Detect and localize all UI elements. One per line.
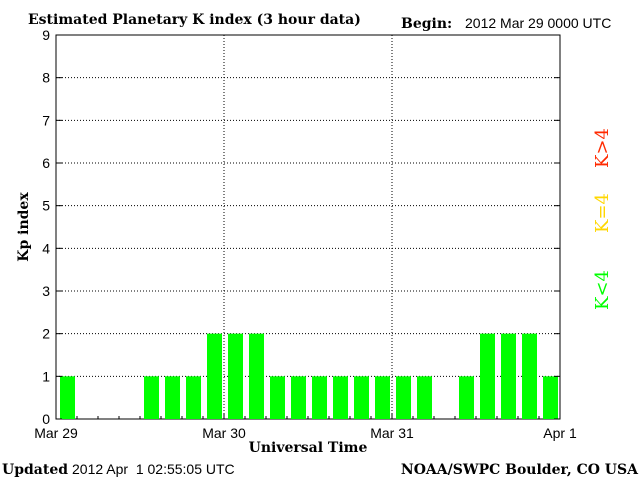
bar-mar-29-21 [207, 333, 222, 419]
bar-mar-29-12 [144, 376, 159, 419]
bar-mar-30-18 [354, 376, 369, 419]
begin-label: Begin: [401, 16, 452, 32]
bar-mar-29-18 [186, 376, 201, 419]
bar-mar-30-00 [228, 333, 243, 419]
y-tick-label: 3 [42, 283, 50, 299]
x-axis-ticks: Mar 29 Mar 30 Mar 31 Apr 1 [34, 413, 577, 441]
begin-value: 2012 Mar 29 0000 UTC [465, 15, 611, 31]
y-axis-ticks: 0 1 2 3 4 5 6 7 8 9 [42, 27, 560, 427]
bar-mar-30-09 [291, 376, 306, 419]
source-credit: NOAA/SWPC Boulder, CO USA [401, 462, 639, 478]
chart-title: Estimated Planetary K index (3 hour data… [28, 12, 361, 28]
y-axis-title: Kp index [16, 192, 32, 262]
bar-mar-30-12 [312, 376, 327, 419]
y-tick-label: 2 [42, 326, 50, 342]
y-tick-label: 5 [42, 198, 50, 214]
x-tick-label: Mar 31 [370, 425, 414, 441]
legend-item-k-equal-4: K=4 [592, 193, 613, 233]
bar-mar-30-06 [270, 376, 285, 419]
y-tick-label: 7 [42, 112, 50, 128]
x-tick-label: Mar 30 [202, 425, 246, 441]
y-tick-label: 0 [42, 411, 50, 427]
updated-value: 2012 Apr 1 02:55:05 UTC [72, 461, 235, 477]
bar-mar-29-00 [60, 376, 75, 419]
y-tick-label: 9 [42, 27, 50, 43]
bars-group [60, 333, 558, 419]
bar-mar-31-15 [501, 333, 516, 419]
legend-item-k-less-4: K<4 [592, 270, 613, 310]
bar-mar-31-21 [543, 376, 558, 419]
y-tick-label: 6 [42, 155, 50, 171]
bar-mar-29-15 [165, 376, 180, 419]
bar-mar-31-09 [459, 376, 474, 419]
bar-mar-30-03 [249, 333, 264, 419]
x-tick-label: Mar 29 [34, 425, 78, 441]
bar-mar-30-21 [375, 376, 390, 419]
grid-lines [56, 35, 560, 419]
y-tick-label: 8 [42, 70, 50, 86]
updated-label: Updated [2, 462, 68, 478]
bar-mar-31-12 [480, 333, 495, 419]
bar-mar-31-18 [522, 333, 537, 419]
x-tick-label: Apr 1 [543, 425, 577, 441]
legend-item-k-greater-4: K>4 [592, 128, 613, 168]
bar-mar-30-15 [333, 376, 348, 419]
y-tick-label: 1 [42, 368, 50, 384]
bar-mar-31-00 [396, 376, 411, 419]
bar-mar-31-03 [417, 376, 432, 419]
y-tick-label: 4 [42, 240, 50, 256]
x-axis-title: Universal Time [249, 440, 368, 456]
